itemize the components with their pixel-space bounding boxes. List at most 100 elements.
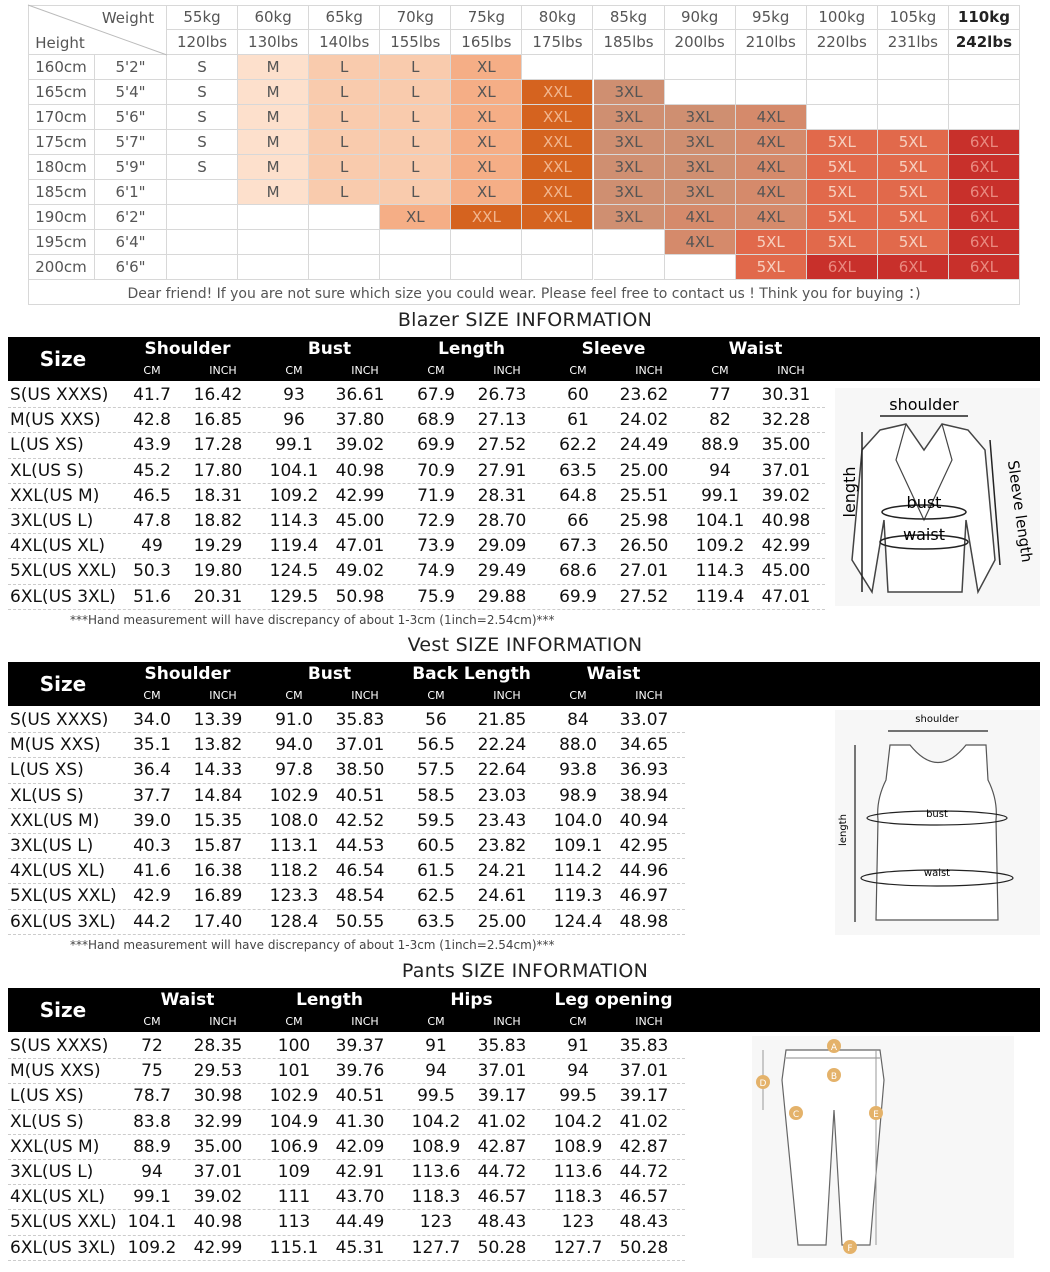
row-divider — [8, 508, 825, 509]
size-cell — [664, 80, 736, 105]
size-cell: 6XL — [877, 255, 949, 280]
diagram-marker — [789, 1106, 803, 1120]
unit-header: CM — [285, 689, 303, 702]
cell-value: 100 — [277, 1036, 311, 1056]
cell-value: 45.00 — [335, 511, 385, 531]
row-divider — [8, 757, 685, 759]
size-cell: 3XL — [664, 155, 736, 180]
unit-header: CM — [569, 689, 587, 702]
cell-value: 28.31 — [477, 485, 527, 506]
cell-value: 94 — [141, 1162, 163, 1182]
diagram-marker — [756, 1075, 770, 1089]
cell-value: 35.83 — [477, 1036, 527, 1056]
cell-value: 42.9 — [133, 886, 171, 907]
cell-value: 97.8 — [275, 760, 313, 781]
cell-value: 37.01 — [761, 460, 811, 481]
size-cell: XL — [451, 80, 523, 105]
row-divider — [8, 908, 685, 910]
header-bar — [8, 337, 1040, 381]
cell-value: 18.82 — [193, 511, 243, 531]
size-cell: S — [167, 130, 239, 155]
cell-value: 40.3 — [133, 836, 171, 856]
row-size: L(US XS) — [10, 760, 84, 781]
unit-header: CM — [427, 364, 445, 377]
cell-value: 50.28 — [477, 1237, 527, 1258]
cell-value: 128.4 — [269, 911, 319, 932]
header-bar — [8, 988, 1040, 1032]
weight-kg: 75kg — [451, 5, 523, 30]
size-cell: 3XL — [593, 205, 665, 230]
size-cell: L — [380, 130, 452, 155]
cell-value: 34.0 — [133, 710, 171, 730]
cell-value: 25.51 — [619, 485, 669, 506]
size-cell — [309, 205, 381, 230]
size-cell: 4XL — [735, 205, 807, 230]
cell-value: 46.57 — [477, 1187, 527, 1208]
cell-value: 88.9 — [133, 1136, 171, 1157]
weight-label: Weight — [101, 8, 155, 27]
cell-value: 36.61 — [335, 385, 385, 405]
weight-kg: 105kg — [877, 5, 949, 30]
size-cell: XXL — [522, 105, 594, 130]
size-cell: S — [167, 55, 239, 80]
cell-value: 94 — [425, 1061, 447, 1082]
cell-value: 50.55 — [335, 911, 385, 932]
cell-value: 25.00 — [619, 460, 669, 481]
cell-value: 113.6 — [553, 1162, 603, 1182]
cell-value: 108.9 — [553, 1136, 603, 1157]
cell-value: 119.4 — [269, 536, 319, 557]
section-title: Pants SIZE INFORMATION — [401, 960, 649, 982]
row-size: XL(US S) — [10, 460, 84, 481]
size-cell: L — [309, 55, 381, 80]
cell-value: 49 — [141, 536, 163, 557]
vest-outline — [875, 744, 999, 921]
cell-value: 82 — [709, 410, 731, 431]
size-cell: XL — [451, 55, 523, 80]
cell-value: 29.88 — [477, 586, 527, 607]
size-cell: XL — [451, 130, 523, 155]
cell-value: 96 — [283, 410, 305, 431]
pants-outline — [781, 1049, 885, 1246]
cell-value: 67.3 — [559, 536, 597, 557]
cell-value: 47.8 — [133, 511, 171, 531]
diagram-label: length — [840, 467, 859, 518]
row-size: M(US XXS) — [10, 735, 101, 756]
height-cm: 175cm — [28, 130, 95, 155]
size-cell — [948, 105, 1020, 130]
size-cell — [380, 230, 452, 255]
cell-value: 91 — [567, 1036, 589, 1056]
row-size: M(US XXS) — [10, 410, 101, 431]
legend-label: Hips — [927, 1129, 954, 1144]
cell-value: 104.9 — [269, 1111, 319, 1132]
cell-value: 39.02 — [761, 485, 811, 506]
weight-lbs: 120lbs — [167, 30, 239, 55]
size-cell — [167, 230, 239, 255]
row-size: M(US XXS) — [10, 1061, 101, 1082]
cell-value: 42.87 — [619, 1136, 669, 1157]
legend-label: Length — [927, 1201, 969, 1216]
cell-value: 99.1 — [275, 435, 313, 456]
cell-value: 46.57 — [619, 1187, 669, 1208]
cell-value: 29.49 — [477, 561, 527, 582]
size-cell: 4XL — [735, 105, 807, 130]
size-cell: L — [309, 80, 381, 105]
cell-value: 104.2 — [553, 1111, 603, 1132]
size-cell: L — [380, 55, 452, 80]
size-cell: 3XL — [664, 105, 736, 130]
weight-lbs: 200lbs — [664, 30, 736, 55]
cell-value: 111 — [277, 1187, 311, 1208]
diagram-label: bust — [907, 493, 942, 512]
cell-value: 34.65 — [619, 735, 669, 756]
cell-value: 26.73 — [477, 385, 527, 405]
size-cell — [948, 80, 1020, 105]
group-header: Waist — [728, 339, 783, 359]
size-cell: XL — [451, 105, 523, 130]
size-cell — [664, 255, 736, 280]
cell-value: 104.0 — [553, 810, 603, 831]
cell-value: 62.5 — [417, 886, 455, 907]
cell-value: 46.54 — [335, 861, 385, 882]
size-cell: L — [380, 80, 452, 105]
row-divider — [8, 1108, 685, 1110]
cell-value: 40.94 — [619, 810, 669, 831]
cell-value: 14.33 — [193, 760, 243, 781]
